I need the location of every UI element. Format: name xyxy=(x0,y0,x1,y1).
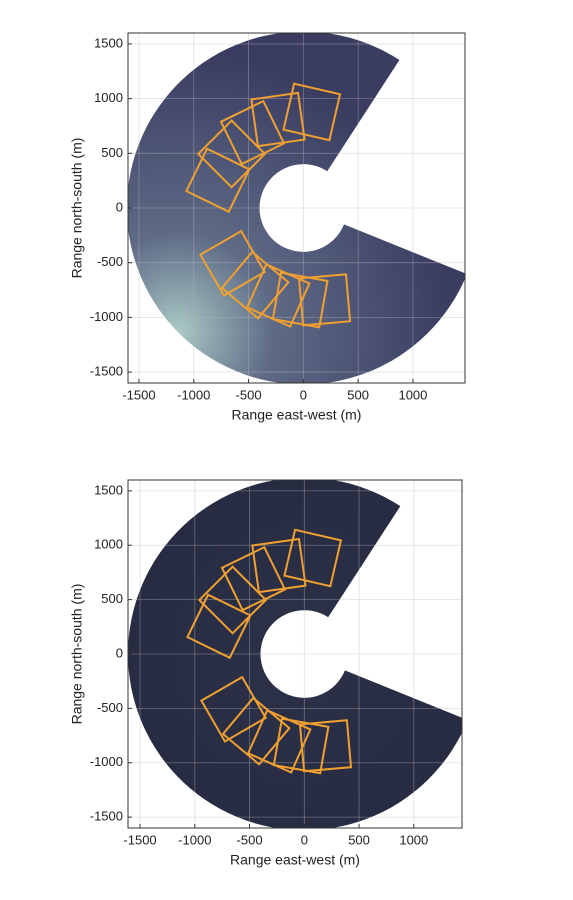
y-tick-label: -1500 xyxy=(90,809,123,824)
plot xyxy=(128,480,462,828)
y-tick-label: 1000 xyxy=(94,90,123,105)
y-tick-label: 1000 xyxy=(94,537,123,552)
plot xyxy=(128,33,465,383)
footprint-box xyxy=(250,91,306,148)
y-tick-label: -1500 xyxy=(90,364,123,379)
y-tick-label: 500 xyxy=(101,591,123,606)
x-axis-label: Range east-west (m) xyxy=(230,852,360,868)
x-tick-label: 500 xyxy=(347,387,369,402)
footprint-box xyxy=(271,271,329,329)
y-tick-label: -500 xyxy=(97,254,123,269)
x-tick-label: -1500 xyxy=(122,387,155,402)
x-tick-label: -500 xyxy=(237,832,263,847)
y-tick-label: 1500 xyxy=(94,482,123,497)
x-tick-label: 500 xyxy=(348,832,370,847)
y-tick-label: 0 xyxy=(116,645,123,660)
footprint-box xyxy=(185,147,251,214)
x-tick-label: -1500 xyxy=(123,832,156,847)
y-tick-label: 0 xyxy=(116,199,123,214)
radar-image xyxy=(128,33,465,383)
x-tick-label: 1000 xyxy=(398,387,427,402)
radar-image xyxy=(128,480,462,828)
y-tick-label: 500 xyxy=(101,145,123,160)
footprint-box xyxy=(251,537,307,594)
footprint-box xyxy=(219,99,286,166)
footprint-box xyxy=(282,82,342,142)
y-tick-label: -1000 xyxy=(90,754,123,769)
footprint-box xyxy=(272,717,330,775)
x-tick-label: 0 xyxy=(300,387,307,402)
x-tick-label: 0 xyxy=(301,832,308,847)
footprint-box xyxy=(283,528,343,588)
x-axis-label: Range east-west (m) xyxy=(232,407,362,423)
footprint-box xyxy=(297,273,352,327)
y-tick-label: -500 xyxy=(97,700,123,715)
footprint-box xyxy=(220,545,287,612)
footprint-box xyxy=(298,719,353,773)
x-tick-label: -1000 xyxy=(177,387,210,402)
y-axis-label: Range north-south (m) xyxy=(69,584,85,725)
x-tick-label: 1000 xyxy=(399,832,428,847)
y-axis-label: Range north-south (m) xyxy=(69,138,85,279)
x-tick-label: -500 xyxy=(236,387,262,402)
footprint-box xyxy=(196,119,267,189)
footprint-box xyxy=(197,565,268,635)
x-tick-label: -1000 xyxy=(178,832,211,847)
y-tick-label: -1000 xyxy=(90,309,123,324)
footprint-box xyxy=(186,593,252,660)
y-tick-label: 1500 xyxy=(94,35,123,50)
